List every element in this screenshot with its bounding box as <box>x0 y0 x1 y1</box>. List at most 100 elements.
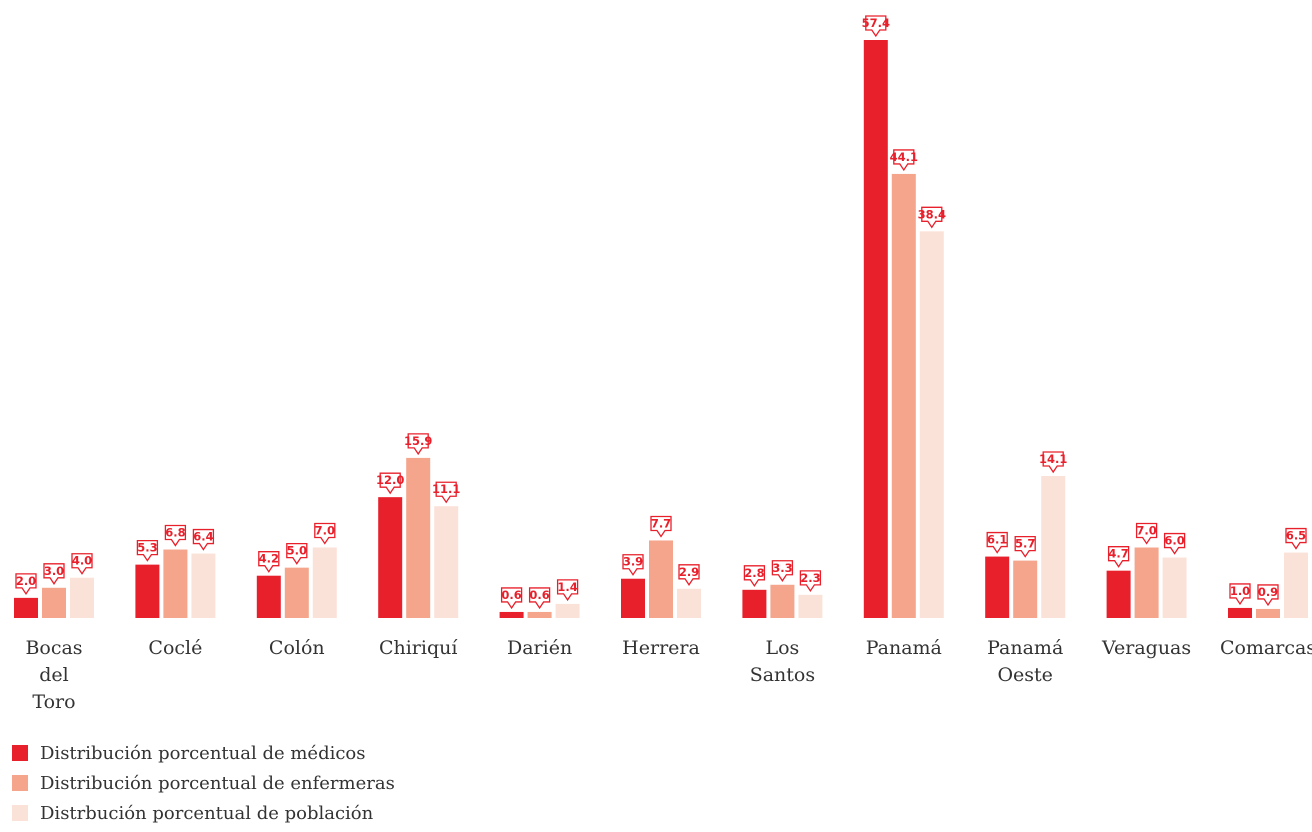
value-label-poblacion-1: 6.4 <box>193 530 213 544</box>
value-callout-medicos-2 <box>258 551 280 573</box>
value-callout-enfermeras-4 <box>528 587 551 610</box>
value-label-medicos-1: 5.3 <box>137 541 157 555</box>
bar-medicos-8 <box>985 556 1010 618</box>
value-label-medicos-8: 6.1 <box>987 533 1007 547</box>
value-label-enfermeras-5: 7.7 <box>651 516 671 530</box>
bar-poblacion-1 <box>191 553 216 618</box>
bar-medicos-3 <box>378 497 403 618</box>
legend-swatch-enfermeras <box>12 775 28 791</box>
value-callout-poblacion-5 <box>678 564 700 586</box>
category-label-line: Coclé <box>148 637 202 659</box>
category-label-line: Herrera <box>622 637 700 659</box>
value-label-enfermeras-7: 44.1 <box>890 150 918 164</box>
value-label-poblacion-4: 1.4 <box>557 580 577 594</box>
value-callout-poblacion-9 <box>1163 532 1186 555</box>
bar-medicos-10 <box>1228 607 1252 618</box>
bar-enfermeras-4 <box>527 611 552 618</box>
category-label-2: Colón <box>269 637 325 659</box>
grouped-bar-chart: 2.0 3.0 4.0 5.3 6.8 6.4 4.2 5.0 7.0 12.0 15.9 11.1 0… <box>14 15 1312 713</box>
category-label-line: Oeste <box>997 664 1052 686</box>
value-callout-poblacion-3 <box>435 481 457 504</box>
value-callout-medicos-0 <box>15 573 37 596</box>
category-label-line: Panamá <box>987 637 1063 659</box>
category-label-line: Colón <box>269 637 325 659</box>
value-label-enfermeras-9: 7.0 <box>1136 524 1156 538</box>
bar-enfermeras-7 <box>891 173 916 619</box>
value-labels-layer: 2.0 3.0 4.0 5.3 6.8 6.4 4.2 5.0 7.0 12.0 15.9 11.1 0… <box>15 15 1307 610</box>
value-callout-enfermeras-9 <box>1135 522 1158 545</box>
bar-enfermeras-6 <box>770 584 795 618</box>
value-callout-poblacion-6 <box>799 570 822 593</box>
value-label-enfermeras-10: 0.9 <box>1258 585 1278 599</box>
bar-enfermeras-10 <box>1256 608 1280 618</box>
value-callout-enfermeras-1 <box>164 524 187 547</box>
value-callout-enfermeras-8 <box>1014 535 1036 558</box>
legend-item-poblacion: Distrbución porcentual de población <box>12 798 395 828</box>
value-callout-enfermeras-2 <box>286 543 308 565</box>
category-label-line: Darién <box>507 637 572 659</box>
category-label-9: Veraguas <box>1101 637 1191 659</box>
bar-enfermeras-3 <box>406 457 431 618</box>
category-label-4: Darién <box>507 637 572 659</box>
value-label-medicos-9: 4.7 <box>1108 547 1128 561</box>
bar-poblacion-3 <box>434 506 459 618</box>
value-label-poblacion-7: 38.4 <box>918 207 946 221</box>
bar-poblacion-5 <box>677 588 701 618</box>
value-label-enfermeras-8: 5.7 <box>1015 537 1035 551</box>
bar-medicos-0 <box>14 597 38 618</box>
bar-poblacion-4 <box>555 603 580 618</box>
legend-swatch-medicos <box>12 745 28 761</box>
value-label-poblacion-9: 6.0 <box>1164 534 1184 548</box>
value-callout-medicos-7 <box>865 15 887 38</box>
category-label-1: Coclé <box>148 637 202 659</box>
bar-medicos-2 <box>256 575 281 618</box>
category-label-line: Veraguas <box>1101 637 1191 659</box>
value-label-medicos-3: 12.0 <box>376 473 404 487</box>
value-label-enfermeras-0: 3.0 <box>44 564 64 578</box>
bar-poblacion-6 <box>798 594 823 618</box>
value-callout-medicos-8 <box>986 531 1008 554</box>
value-callout-enfermeras-0 <box>43 563 65 585</box>
category-label-line: del <box>39 664 68 686</box>
bar-medicos-5 <box>621 578 645 618</box>
bar-poblacion-0 <box>70 577 94 618</box>
value-label-medicos-0: 2.0 <box>16 574 36 588</box>
bar-poblacion-8 <box>1041 476 1066 618</box>
value-callout-enfermeras-5 <box>650 515 672 538</box>
category-label-line: Toro <box>32 691 75 713</box>
value-label-enfermeras-1: 6.8 <box>165 526 185 540</box>
bar-poblacion-9 <box>1162 557 1187 618</box>
value-label-poblacion-2: 7.0 <box>315 524 335 538</box>
value-label-enfermeras-3: 15.9 <box>404 434 432 448</box>
legend-label-enfermeras: Distribución porcentual de enfermeras <box>40 772 395 794</box>
bar-enfermeras-9 <box>1134 547 1159 618</box>
legend: Distribución porcentual de médicos Distr… <box>12 738 395 828</box>
value-callout-medicos-6 <box>743 565 766 587</box>
value-callout-enfermeras-10 <box>1257 584 1279 607</box>
value-callout-medicos-9 <box>1107 546 1130 568</box>
bars-layer <box>14 40 1308 619</box>
bar-enfermeras-1 <box>163 549 188 618</box>
bar-poblacion-7 <box>919 231 944 618</box>
bar-medicos-4 <box>499 611 524 618</box>
value-label-poblacion-3: 11.1 <box>432 482 460 496</box>
value-callout-enfermeras-3 <box>407 433 429 456</box>
value-callout-medicos-3 <box>379 472 401 495</box>
value-label-enfermeras-2: 5.0 <box>287 544 307 558</box>
value-callout-poblacion-10 <box>1285 527 1307 550</box>
value-callout-medicos-5 <box>622 554 644 576</box>
value-callout-enfermeras-7 <box>893 149 915 172</box>
value-label-poblacion-10: 6.5 <box>1286 529 1306 543</box>
category-labels-layer: Bocas del Toro Coclé Colón Chiriquí Darién Herr… <box>25 637 1312 713</box>
category-label-8: Panamá Oeste <box>987 637 1063 686</box>
category-label-6: Los Santos <box>750 637 815 686</box>
bar-poblacion-2 <box>312 547 337 618</box>
value-label-medicos-2: 4.2 <box>259 552 279 566</box>
bar-enfermeras-5 <box>649 540 673 618</box>
category-label-5: Herrera <box>622 637 700 659</box>
category-label-7: Panamá <box>866 637 942 659</box>
value-callout-poblacion-1 <box>192 528 215 551</box>
value-label-poblacion-5: 2.9 <box>679 565 699 579</box>
category-label-0: Bocas del Toro <box>25 637 82 713</box>
category-label-line: Comarcas <box>1220 637 1312 659</box>
